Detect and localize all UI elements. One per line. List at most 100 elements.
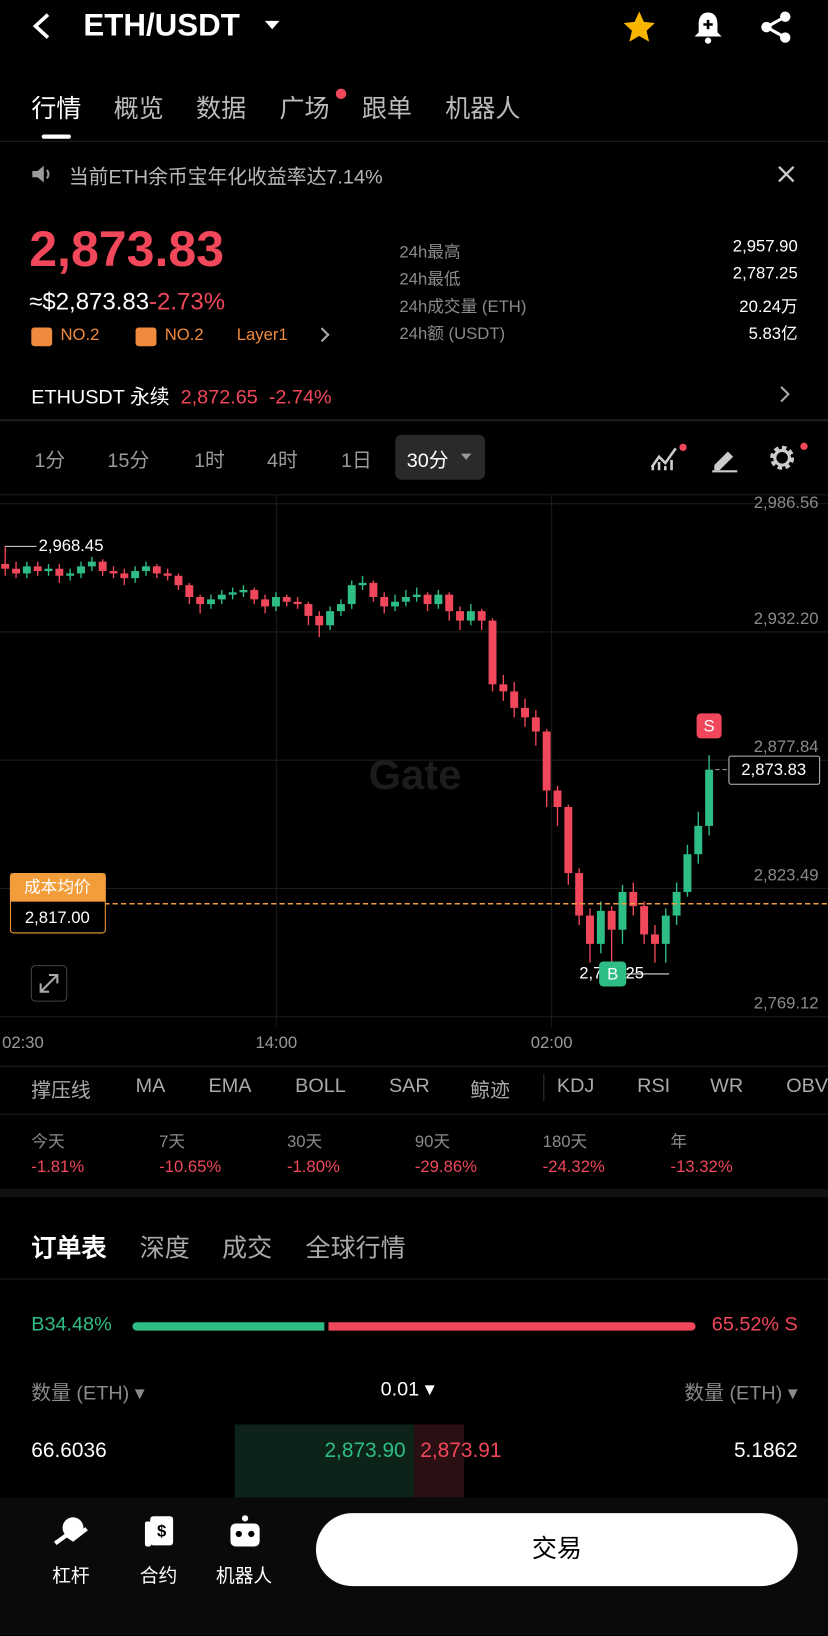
indicator[interactable]: EMA <box>208 1075 252 1098</box>
interval[interactable]: 1日 <box>340 450 372 473</box>
candle-body <box>315 615 324 626</box>
orderbook-tab[interactable]: 深度 <box>139 1234 190 1263</box>
indicator[interactable]: 鲸迹 <box>470 1080 510 1103</box>
x-tick-label: 02:00 <box>531 1033 573 1052</box>
indicator[interactable]: WR <box>710 1075 744 1098</box>
indicator[interactable]: SAR <box>388 1075 430 1098</box>
tab[interactable]: 概览 <box>113 94 164 124</box>
candle-body <box>423 594 432 605</box>
orderbook-tab[interactable]: 订单表 <box>31 1234 107 1263</box>
pair-dropdown[interactable] <box>263 19 282 32</box>
kline-chart[interactable]: Gate 2,986.56 2,932.20 2,877.84 2,823.49 2,76… <box>0 494 828 1057</box>
candle-body <box>694 825 703 855</box>
candle-body <box>705 769 714 826</box>
bid-price: 2,873.90 <box>324 1439 406 1463</box>
candle-body <box>44 568 53 572</box>
futures-icon[interactable]: $ <box>142 1514 177 1549</box>
rank-badge[interactable]: Layer1 <box>236 326 288 345</box>
close-icon[interactable] <box>777 165 796 184</box>
tab[interactable]: 机器人 <box>445 94 521 124</box>
notice-text[interactable]: 当前ETH余币宝年化收益率达7.14% <box>68 166 383 189</box>
cost-title: 成本均价 <box>24 878 91 897</box>
candle-body <box>261 599 270 607</box>
left-header-text: 数量 (ETH) <box>31 1382 130 1405</box>
precision[interactable]: 0.01 ▾ <box>380 1378 435 1401</box>
interval[interactable]: 15分 <box>107 450 150 473</box>
period-label: 90天 <box>414 1133 451 1152</box>
tab[interactable]: 广场 <box>279 94 330 124</box>
tab[interactable]: 数据 <box>196 94 247 124</box>
candle-body <box>33 566 42 572</box>
orderbook-tab[interactable]: 成交 <box>222 1234 273 1263</box>
bot-icon[interactable] <box>226 1514 264 1549</box>
sell-marker: S <box>704 716 715 735</box>
nav-label[interactable]: 杠杆 <box>52 1565 90 1587</box>
interval[interactable]: 4时 <box>266 450 298 473</box>
indicator[interactable]: RSI <box>637 1075 671 1098</box>
candle-body <box>347 585 356 605</box>
pair-title[interactable]: ETH/USDT <box>83 8 240 43</box>
interval[interactable]: 1分 <box>34 450 66 473</box>
period-label: 年 <box>670 1133 688 1152</box>
alert-icon[interactable] <box>690 9 725 44</box>
nav-label[interactable]: 合约 <box>139 1565 178 1587</box>
period-change: -24.32% <box>542 1158 605 1177</box>
favorite-icon[interactable] <box>622 9 657 44</box>
ask-qty: 5.1862 <box>733 1439 798 1463</box>
stat-label: 24h最高 <box>399 244 461 262</box>
ask-price: 2,873.91 <box>420 1439 502 1463</box>
indicator[interactable]: 撑压线 <box>31 1080 91 1103</box>
badge-icon <box>135 327 157 347</box>
y-tick-label: 2,932.20 <box>754 609 819 628</box>
sell-marker-box <box>696 713 722 739</box>
trade-button[interactable]: 交易 <box>315 1513 798 1587</box>
left-header[interactable]: 数量 (ETH) ▾ <box>31 1382 145 1405</box>
chevron-icon <box>780 386 790 403</box>
section-gap <box>0 1188 828 1198</box>
x-tick-label: 14:00 <box>255 1033 297 1052</box>
active-interval-box[interactable]: 30分 <box>395 434 485 480</box>
perpetual-row[interactable]: ETHUSDT 永续 2,872.65 -2.74% <box>31 382 331 410</box>
period-change: -13.32% <box>670 1158 733 1177</box>
candle-body <box>586 915 594 944</box>
indicator[interactable]: BOLL <box>295 1075 346 1098</box>
draw-icon[interactable] <box>709 442 740 473</box>
candle-body <box>499 684 508 692</box>
right-header[interactable]: 数量 (ETH) ▾ <box>684 1382 798 1405</box>
indicator-icon[interactable] <box>649 442 691 473</box>
indicator[interactable]: OBV <box>786 1075 828 1098</box>
settings-icon[interactable] <box>766 440 812 473</box>
indicator[interactable]: MA <box>135 1075 166 1098</box>
sell-ratio: 65.52% S <box>711 1313 798 1336</box>
divider <box>0 1113 828 1115</box>
share-icon[interactable] <box>758 9 793 44</box>
interval[interactable]: 1时 <box>193 450 225 473</box>
leverage-icon[interactable] <box>52 1514 90 1549</box>
candle-body <box>217 594 226 600</box>
perpetual-name: ETHUSDT 永续 <box>31 386 170 409</box>
cost-box-head <box>10 873 106 902</box>
candle-body <box>66 573 75 576</box>
nav-label[interactable]: 机器人 <box>215 1565 273 1587</box>
indicator-divider <box>543 1074 545 1102</box>
tab[interactable]: 行情 <box>31 94 82 124</box>
orderbook-tab[interactable]: 全球行情 <box>305 1234 406 1263</box>
speaker-icon <box>32 165 50 183</box>
y-tick-label: 2,823.49 <box>754 865 819 884</box>
candle-body <box>358 582 367 586</box>
indicator[interactable]: KDJ <box>556 1075 595 1098</box>
candle-body <box>564 807 573 874</box>
buy-ratio: B34.48% <box>31 1313 112 1336</box>
tab[interactable]: 跟单 <box>361 94 412 124</box>
rank-badge[interactable]: NO.2 <box>164 326 204 345</box>
candle-body <box>596 910 605 944</box>
expand-button[interactable] <box>30 965 68 1002</box>
x-tick-label: 02:30 <box>2 1033 44 1052</box>
candle-body <box>401 597 410 602</box>
y-tick-label: 2,769.12 <box>754 994 819 1013</box>
rank-badge[interactable]: NO.2 <box>60 326 100 345</box>
candle-body <box>55 568 64 576</box>
back-icon[interactable] <box>29 10 56 41</box>
candle-body <box>488 620 497 685</box>
candle-body <box>22 566 31 574</box>
